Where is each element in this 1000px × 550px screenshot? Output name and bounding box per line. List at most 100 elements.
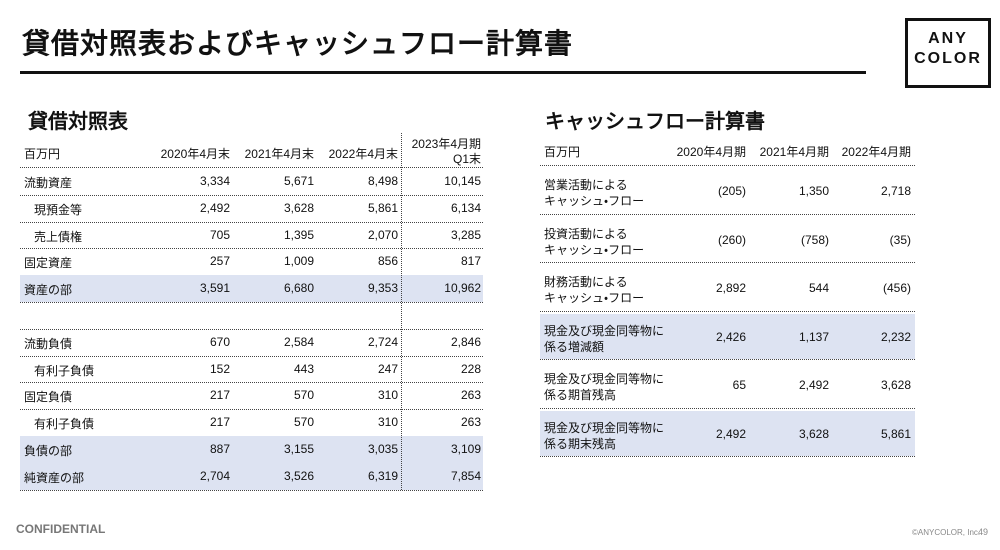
row-highlight (20, 462, 483, 490)
confidential: CONFIDENTIAL (16, 522, 106, 536)
row-rule (20, 355, 483, 357)
cell-value: 3,628 (798, 426, 829, 441)
section-title: キャッシュフロー計算書 (545, 111, 765, 133)
title-rule (20, 71, 866, 74)
cell-value: 2,718 (880, 184, 911, 198)
cell-value: 2,846 (450, 334, 481, 349)
row-rule (20, 328, 483, 330)
cell-value: 3,109 (450, 442, 481, 456)
row-label: 固定負債 (24, 390, 73, 405)
cell-value: 3,334 (199, 174, 230, 188)
cell-value: (456) (882, 281, 911, 295)
logo-line: COLOR (914, 50, 982, 67)
row-label: 投資活動による (544, 226, 628, 241)
column-header: 百万円 (24, 147, 61, 161)
row-highlight (20, 436, 483, 463)
cell-value: 247 (377, 361, 398, 376)
row-rule (20, 194, 483, 196)
cell-value: 152 (209, 361, 230, 376)
cell-value: 3,526 (283, 468, 314, 483)
cell-value: 3,591 (199, 281, 230, 296)
cell-value: 3,628 (880, 378, 911, 392)
row-label: 現金及び現金同等物に (544, 323, 665, 338)
cell-value: 217 (209, 388, 230, 403)
row-label: 負債の部 (24, 444, 73, 458)
cell-value: 310 (377, 388, 398, 403)
row-label: 現金及び現金同等物に (544, 420, 665, 435)
row-rule (540, 359, 915, 360)
cell-value: 3,285 (450, 227, 481, 242)
cell-value: 10,145 (444, 174, 481, 188)
row-label: キャッシュ・フロー (544, 291, 645, 305)
cell-value: 217 (209, 415, 230, 430)
row-rule (540, 407, 915, 409)
cell-value: 3,155 (283, 442, 314, 456)
row-label: 有利子負債 (34, 363, 95, 378)
row-rule (20, 302, 483, 303)
cell-value: (35) (889, 232, 911, 247)
cell-value: 5,861 (880, 426, 911, 441)
cell-value: 6,134 (450, 200, 481, 215)
cell-value: 570 (293, 388, 314, 403)
cell-value: 2,704 (199, 468, 230, 483)
cell-value: 705 (209, 227, 230, 242)
cell-value: 310 (377, 415, 398, 430)
cell-value: 2,724 (367, 334, 398, 349)
cell-value: 257 (209, 254, 230, 269)
cell-value: 3,628 (283, 200, 314, 215)
cell-value: (758) (800, 232, 829, 247)
row-label: 財務活動による (544, 275, 628, 289)
row-label: 有利子負債 (34, 417, 95, 432)
cell-value: 10,962 (444, 281, 481, 296)
cell-value: 887 (209, 442, 230, 456)
row-highlight (540, 313, 915, 359)
column-rule (401, 133, 402, 490)
page-number: 49 (978, 527, 989, 537)
cell-value: 2,492 (199, 200, 230, 215)
row-label: 固定資産 (24, 256, 73, 271)
column-header: 2023年4月期 (411, 137, 481, 151)
cell-value: 1,350 (798, 184, 829, 198)
row-label: 純資産の部 (24, 470, 85, 485)
row-label: 営業活動による (544, 178, 628, 192)
row-label: 流動資産 (24, 176, 73, 190)
row-rule (540, 310, 915, 312)
copyright: ©ANYCOLOR, Inc. (912, 528, 981, 537)
cell-value: 2,584 (283, 334, 314, 349)
header-rule (20, 167, 483, 168)
row-highlight (540, 410, 915, 456)
cell-value: 65 (732, 378, 746, 392)
cell-value: 8,498 (367, 174, 398, 188)
row-rule (540, 456, 915, 457)
cell-value: 263 (460, 388, 481, 403)
cell-value: 2,892 (715, 281, 746, 295)
row-label: 係る増減額 (544, 339, 605, 354)
row-label: キャッシュ・フロー (544, 194, 645, 208)
cell-value: 3,035 (367, 442, 398, 456)
row-rule (540, 213, 915, 215)
column-header: 2020年4月末 (160, 147, 230, 161)
row-label: キャッシュ・フロー (544, 242, 645, 257)
cell-value: 2,492 (715, 426, 746, 441)
cell-value: 228 (460, 361, 481, 376)
cell-value: 817 (460, 254, 481, 269)
row-rule (540, 262, 915, 263)
cell-value: 1,137 (798, 329, 829, 344)
row-label: 売上債権 (34, 229, 83, 244)
cell-value: 2,070 (367, 227, 398, 242)
row-label: 現金及び現金同等物に (544, 372, 665, 386)
cell-value: 263 (460, 415, 481, 430)
column-header: 2022年4月期 (841, 145, 911, 159)
header-rule (540, 165, 915, 166)
row-rule (20, 248, 483, 250)
cell-value: 5,861 (367, 200, 398, 215)
cell-value: 2,492 (798, 378, 829, 392)
cell-value: 1,009 (283, 254, 314, 269)
cell-value: 1,395 (283, 227, 314, 242)
cell-value: 7,854 (450, 468, 481, 483)
column-header: Q1末 (452, 152, 481, 166)
cell-value: 2,232 (880, 329, 911, 344)
slide-title: 貸借対照表およびキャッシュフロー計算書 (22, 28, 574, 59)
logo-line: ANY (928, 30, 968, 47)
